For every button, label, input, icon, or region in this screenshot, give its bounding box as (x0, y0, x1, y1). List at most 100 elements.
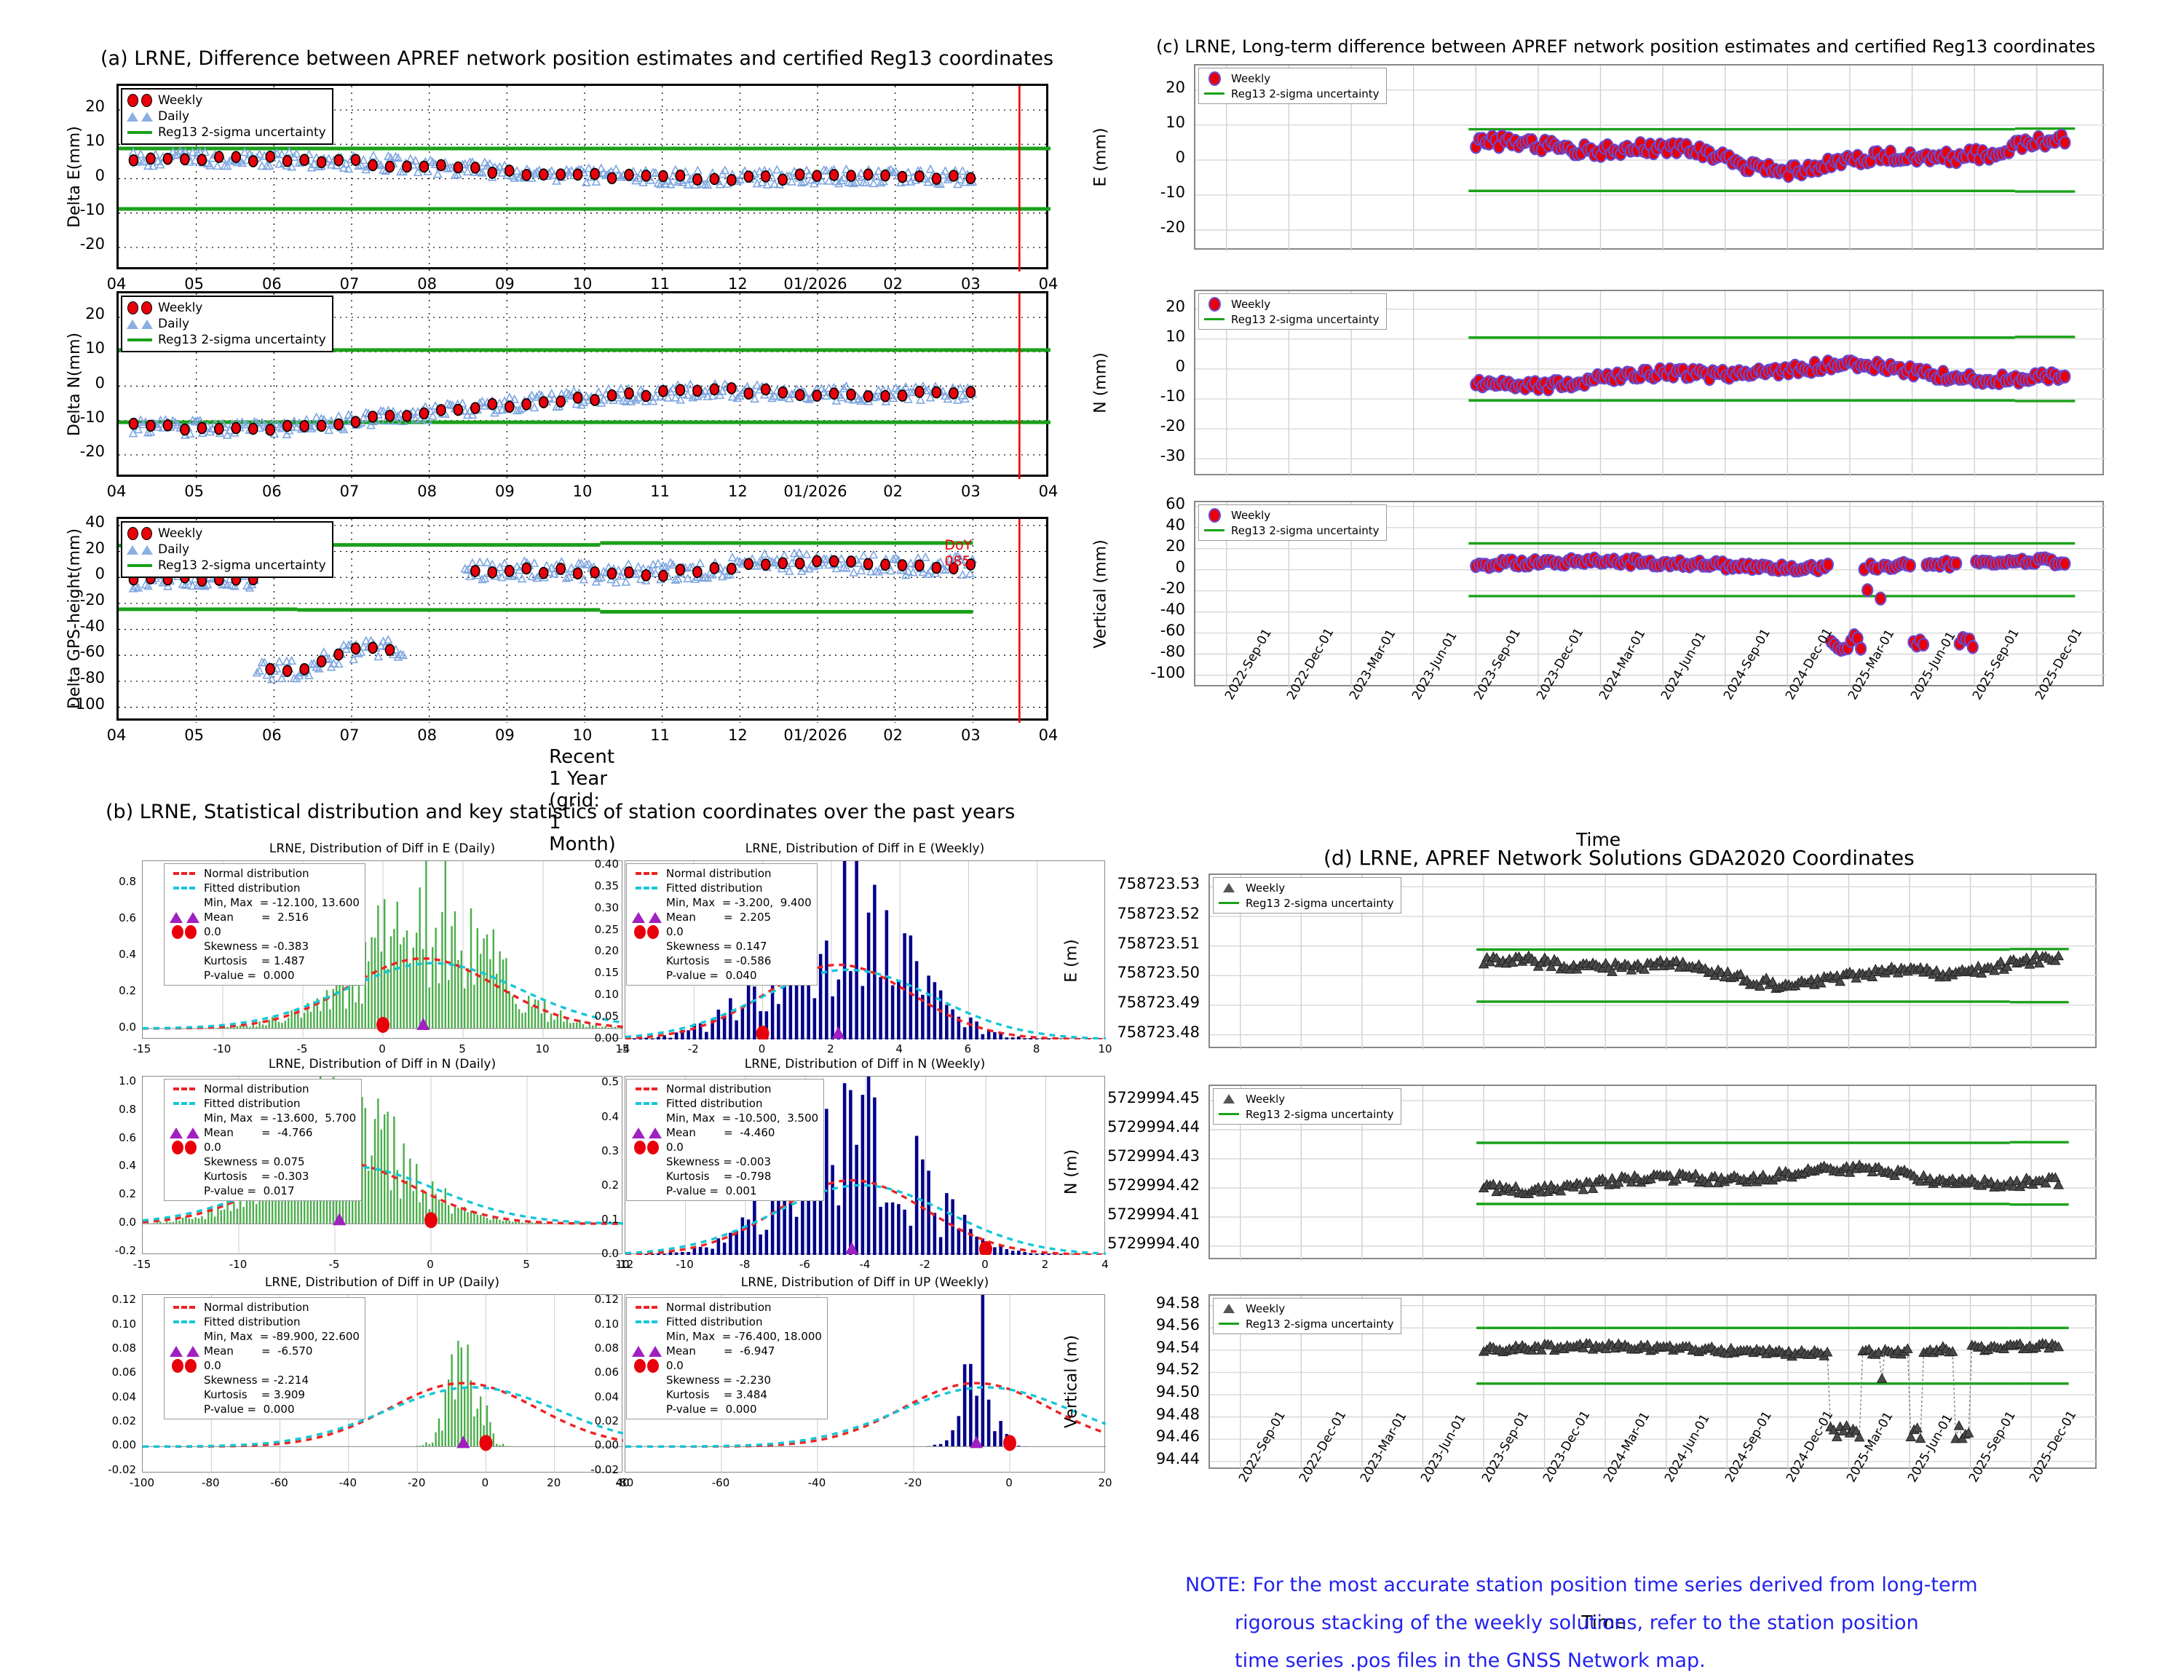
panel-a-xtick: 06 (262, 726, 282, 744)
legend-label: Min, Max = -12.100, 13.600 (204, 896, 360, 909)
panel-a-xtick: 04 (1039, 483, 1059, 500)
panel-a-ylabel: Delta E(mm) (66, 126, 84, 228)
legend-label: Reg13 2-sigma uncertainty (1231, 313, 1380, 326)
panel-b-subplot-title: LRNE, Distribution of Diff in E (Weekly) (745, 841, 985, 856)
panel-b-xtick: 2 (827, 1042, 834, 1055)
sigma-line-icon (1203, 318, 1226, 320)
zero-marker-icon (632, 1359, 661, 1373)
panel-b-xtick: 5 (523, 1258, 530, 1271)
panelC-ylabel: Vertical (mm) (1092, 539, 1110, 648)
panel-b-xtick: -20 (408, 1476, 426, 1489)
legend-label: P-value = 0.000 (204, 969, 295, 982)
legend-label: Kurtosis = 1.487 (204, 954, 305, 967)
sigma-line-icon (127, 564, 153, 567)
panel-a-xtick: 11 (650, 483, 670, 500)
legend-label: Normal distribution (666, 1082, 772, 1095)
panel-b-xtick: -80 (202, 1476, 220, 1489)
panel-a-xtick: 04 (107, 275, 127, 293)
legend-label: 0.0 (666, 1359, 684, 1372)
legend-label: Weekly (1231, 298, 1270, 311)
zero-marker-icon (632, 925, 661, 939)
panel-b-xtick: -10 (229, 1258, 248, 1271)
legend-label: 0.0 (204, 925, 221, 938)
panel-a-xtick: 09 (495, 275, 515, 293)
legend-label: Kurtosis = 3.909 (204, 1388, 305, 1401)
weekly-triangle-icon (1217, 1304, 1241, 1313)
legend-label: P-value = 0.040 (666, 969, 757, 982)
panel-a-xtick: 07 (340, 483, 360, 500)
sigma-line-icon (127, 338, 153, 341)
panel-a-xtick: 11 (650, 275, 670, 293)
panel-a-xtick: 04 (1039, 726, 1059, 744)
panel-b-xtick: 6 (965, 1042, 972, 1055)
legend-label: Reg13 2-sigma uncertainty (1231, 524, 1380, 537)
panel-b-xtick: -15 (133, 1258, 151, 1271)
panel-b-xtick: -10 (213, 1042, 232, 1055)
panel-a-xtick: 05 (184, 483, 204, 500)
panel-c-title: (c) LRNE, Long-term difference between A… (1156, 36, 2095, 57)
panel-a-ylabel: Delta GPS-height(mm) (66, 528, 84, 709)
legend-label: 0.0 (666, 1141, 684, 1154)
legend-label: Fitted distribution (204, 881, 300, 895)
panelD-ylabel: E (m) (1063, 939, 1081, 983)
note-line-2: rigorous stacking of the weekly solution… (1235, 1604, 1978, 1642)
panel-b-subplot-title: LRNE, Distribution of Diff in N (Daily) (269, 1057, 496, 1071)
panel-b-subplot-title: LRNE, Distribution of Diff in UP (Daily) (265, 1275, 499, 1290)
panel-b-xtick: 8 (1033, 1042, 1040, 1055)
legend-label: P-value = 0.000 (204, 1403, 295, 1416)
legend-label: 0.0 (666, 925, 684, 938)
panel-b-subplot-title: LRNE, Distribution of Diff in UP (Weekly… (741, 1275, 989, 1290)
legend-label: Mean = 2.205 (666, 911, 771, 924)
daily-marker-icon (127, 112, 153, 122)
legend-label: P-value = 0.017 (204, 1184, 295, 1197)
normal-dist-icon (632, 1087, 661, 1090)
panel-b-xtick: -6 (799, 1258, 810, 1271)
legend-label: Weekly (158, 301, 202, 315)
daily-marker-icon (127, 320, 153, 329)
note-line-3: time series .pos files in the GNSS Netwo… (1235, 1642, 1978, 1680)
mean-marker-icon (632, 1346, 661, 1357)
legend-label: Skewness = -2.214 (204, 1374, 309, 1387)
legend-label: Fitted distribution (666, 881, 762, 895)
legend-label: Reg13 2-sigma uncertainty (158, 558, 326, 573)
panel-b-xtick: -4 (620, 1042, 630, 1055)
legend-label: Min, Max = -76.400, 18.000 (666, 1330, 822, 1343)
legend-label: Reg13 2-sigma uncertainty (158, 125, 326, 140)
panel-a-xtick: 06 (262, 483, 282, 500)
legend-label: Weekly (1246, 1093, 1285, 1106)
panel-a-xtick: 08 (417, 726, 437, 744)
legend-label: Weekly (158, 93, 202, 108)
weekly-triangle-icon (1217, 1094, 1241, 1104)
legend-label: Fitted distribution (666, 1097, 762, 1110)
weekly-marker-icon (1203, 508, 1226, 523)
sigma-line-icon (1217, 902, 1241, 904)
panel-b-xtick: -40 (808, 1476, 826, 1489)
legend-label: Skewness = -0.383 (204, 940, 309, 953)
legend-label: Fitted distribution (204, 1315, 300, 1328)
panel-b-xtick: -8 (740, 1258, 751, 1271)
legend-label: Kurtosis = -0.586 (666, 954, 771, 967)
legend-label: Reg13 2-sigma uncertainty (158, 333, 326, 347)
legend-label: Kurtosis = 3.484 (666, 1388, 767, 1401)
legend-label: Normal distribution (666, 1301, 772, 1314)
normal-dist-icon (632, 872, 661, 875)
weekly-marker-icon (127, 301, 153, 314)
panel-b-xtick: -40 (339, 1476, 357, 1489)
panel-d-title: (d) LRNE, APREF Network Solutions GDA202… (1324, 846, 1915, 870)
panel-a-xtick: 08 (417, 275, 437, 293)
panel-b-xtick: -2 (919, 1258, 930, 1271)
sigma-line-icon (1203, 529, 1226, 531)
legend-label: Min, Max = -10.500, 3.500 (666, 1112, 818, 1125)
panel-b-xtick: -60 (712, 1476, 730, 1489)
legend-label: Daily (158, 109, 189, 124)
panel-b-xtick: -2 (688, 1042, 699, 1055)
legend-label: Min, Max = -13.600, 5.700 (204, 1112, 356, 1125)
panel-b-xtick: 0 (759, 1042, 766, 1055)
panel-b-subplot-title: LRNE, Distribution of Diff in E (Daily) (269, 841, 495, 856)
legend-label: Normal distribution (204, 1301, 309, 1314)
